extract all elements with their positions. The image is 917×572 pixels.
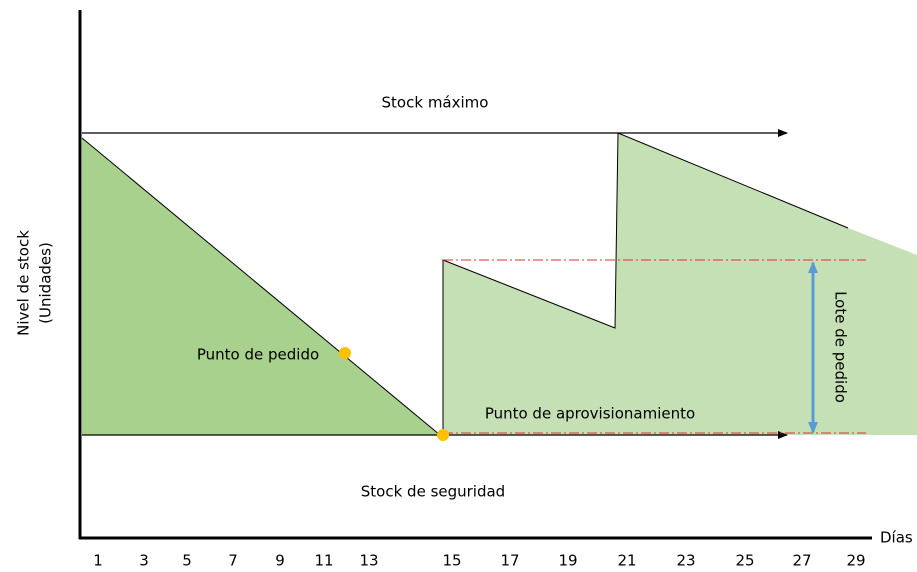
reorder-label: Punto de pedido — [197, 346, 319, 364]
x-tick-label: 25 — [735, 552, 754, 570]
supply-label: Punto de aprovisionamiento — [485, 405, 695, 423]
x-tick-label: 27 — [792, 552, 811, 570]
x-tick-label: 1 — [93, 552, 103, 570]
x-tick-label: 17 — [500, 552, 519, 570]
x-tick-label: 5 — [182, 552, 192, 570]
x-tick-label: 3 — [139, 552, 149, 570]
x-tick-label: 23 — [676, 552, 695, 570]
x-tick-label: 9 — [275, 552, 285, 570]
stock-outline — [442, 132, 849, 435]
order-lot-label: Lote de pedido — [832, 291, 850, 403]
safety-stock-label: Stock de seguridad — [361, 483, 505, 501]
max-stock-label: Stock máximo — [382, 94, 489, 112]
x-tick-label: 29 — [846, 552, 865, 570]
x-axis-label: Días — [880, 529, 913, 547]
x-tick-label: 7 — [228, 552, 238, 570]
x-tick-label: 21 — [617, 552, 636, 570]
consumption-line — [81, 137, 441, 436]
x-tick-label: 19 — [558, 552, 577, 570]
reorder-dot — [339, 347, 351, 359]
x-tick-label: 11 — [314, 552, 333, 570]
y-axis-label: Nivel de stock — [15, 230, 33, 336]
x-tick-label: 13 — [359, 552, 378, 570]
supply-dot — [437, 429, 449, 441]
y-axis-label: (Unidades) — [37, 242, 55, 324]
x-ticks: 1 3 5 7 9 11 13 15 17 19 21 23 25 27 29 — [93, 552, 865, 570]
second-cycle-area — [443, 133, 917, 435]
x-tick-label: 15 — [442, 552, 461, 570]
